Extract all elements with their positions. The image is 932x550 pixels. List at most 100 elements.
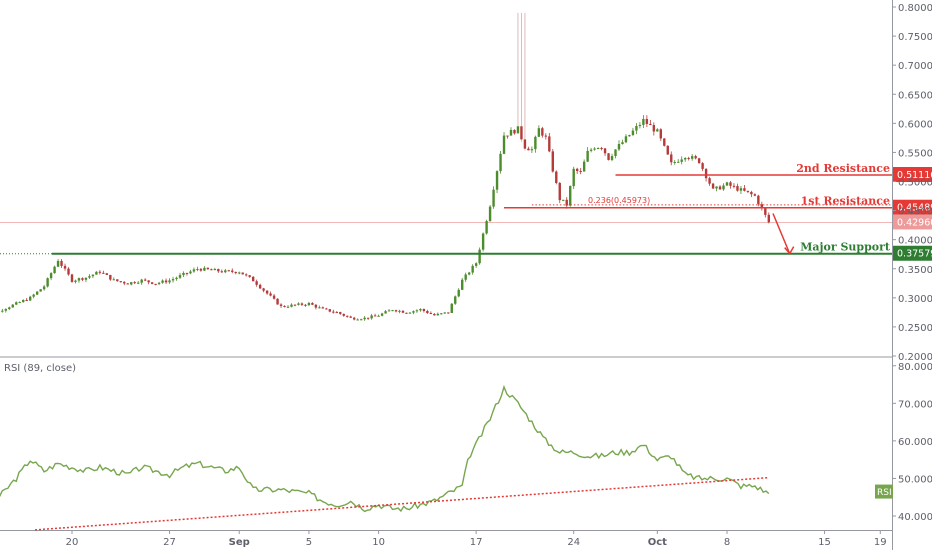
candle-body	[701, 163, 704, 169]
candle-body	[677, 161, 680, 163]
candle-body	[154, 283, 157, 285]
candle-body	[767, 214, 771, 223]
candle-body	[398, 310, 401, 312]
candle-body	[147, 280, 150, 283]
candle-body	[311, 302, 314, 305]
candle-body	[49, 273, 53, 279]
candle-body	[433, 313, 436, 316]
projection-arrow-line	[772, 213, 791, 254]
candle-body	[485, 221, 488, 234]
candle-body	[481, 233, 485, 250]
candle-body	[509, 129, 513, 136]
candle-body	[102, 272, 105, 274]
candle-body	[1, 310, 4, 312]
candle-body	[663, 138, 666, 146]
candle-body	[621, 142, 624, 145]
candle-body	[143, 279, 147, 281]
candle-body	[603, 148, 607, 154]
grid	[0, 0, 893, 550]
candle-body	[70, 274, 74, 282]
candle-body	[593, 148, 596, 150]
candle-body	[22, 299, 25, 303]
candle-body	[276, 298, 279, 305]
candle-body	[321, 307, 325, 309]
candle-body	[474, 263, 478, 266]
projection-arrow-head	[784, 246, 795, 255]
candle-body	[171, 279, 175, 281]
candle-body	[116, 279, 119, 282]
candle-body	[377, 315, 380, 317]
candle-body	[140, 279, 143, 283]
candle-body	[63, 265, 67, 269]
candle-body	[670, 154, 673, 163]
candle-body	[130, 282, 133, 285]
candle-body	[405, 312, 408, 314]
candle-body	[88, 276, 91, 278]
candle-body	[314, 304, 318, 308]
time-tick-label: 27	[163, 537, 176, 548]
candle-body	[39, 289, 42, 292]
candle-body	[46, 278, 49, 287]
candle-body	[659, 129, 663, 139]
candle-body	[279, 304, 283, 306]
candle-body	[760, 204, 764, 209]
candle-body	[318, 307, 321, 309]
candle-body	[635, 126, 638, 131]
candle-body	[419, 308, 422, 311]
candle-body	[711, 183, 715, 189]
candle-body	[506, 135, 509, 137]
candle-body	[513, 129, 516, 134]
current-price-tag	[893, 214, 932, 230]
candle-body	[426, 311, 429, 314]
candle-body	[56, 260, 60, 267]
candle-body	[562, 199, 565, 201]
candle-body	[478, 249, 481, 264]
support-label: Major Support	[800, 241, 891, 254]
candle-body	[380, 313, 384, 316]
candle-body	[436, 313, 440, 316]
candle-body	[499, 153, 502, 172]
candle-body	[631, 130, 635, 136]
candle-body	[558, 182, 561, 201]
candle-body	[617, 144, 621, 150]
candle-body	[464, 274, 467, 280]
candle-body	[25, 299, 28, 301]
candle-body	[366, 317, 370, 319]
candle-body	[206, 267, 210, 270]
candle-body	[359, 319, 363, 321]
candle-body	[582, 161, 586, 172]
candle-body	[743, 188, 746, 191]
candle-body	[290, 304, 293, 307]
candle-body	[286, 306, 290, 308]
candle-body	[32, 294, 35, 297]
candle-body	[28, 296, 32, 301]
candle-body	[440, 313, 443, 315]
candle-body	[750, 191, 753, 195]
candle-body	[370, 315, 373, 319]
time-tick-label: 17	[470, 537, 483, 548]
candle-body	[234, 271, 237, 274]
candle-body	[624, 136, 628, 143]
candle-body	[548, 136, 551, 152]
candle-body	[732, 185, 736, 187]
candle-body	[293, 304, 297, 306]
candle-body	[363, 317, 366, 320]
candle-body	[645, 118, 649, 124]
price-pane	[0, 12, 892, 321]
candle-body	[150, 282, 154, 284]
rsi-tag-label: RSI	[877, 488, 892, 498]
candle-body	[161, 280, 164, 283]
candle-body	[694, 156, 697, 159]
candle-body	[394, 310, 398, 312]
candle-body	[241, 272, 244, 275]
candle-body	[255, 281, 258, 285]
candle-body	[722, 185, 725, 190]
fib-level-label: 0.236(0.45973)	[588, 196, 650, 205]
candle-body	[610, 156, 614, 160]
